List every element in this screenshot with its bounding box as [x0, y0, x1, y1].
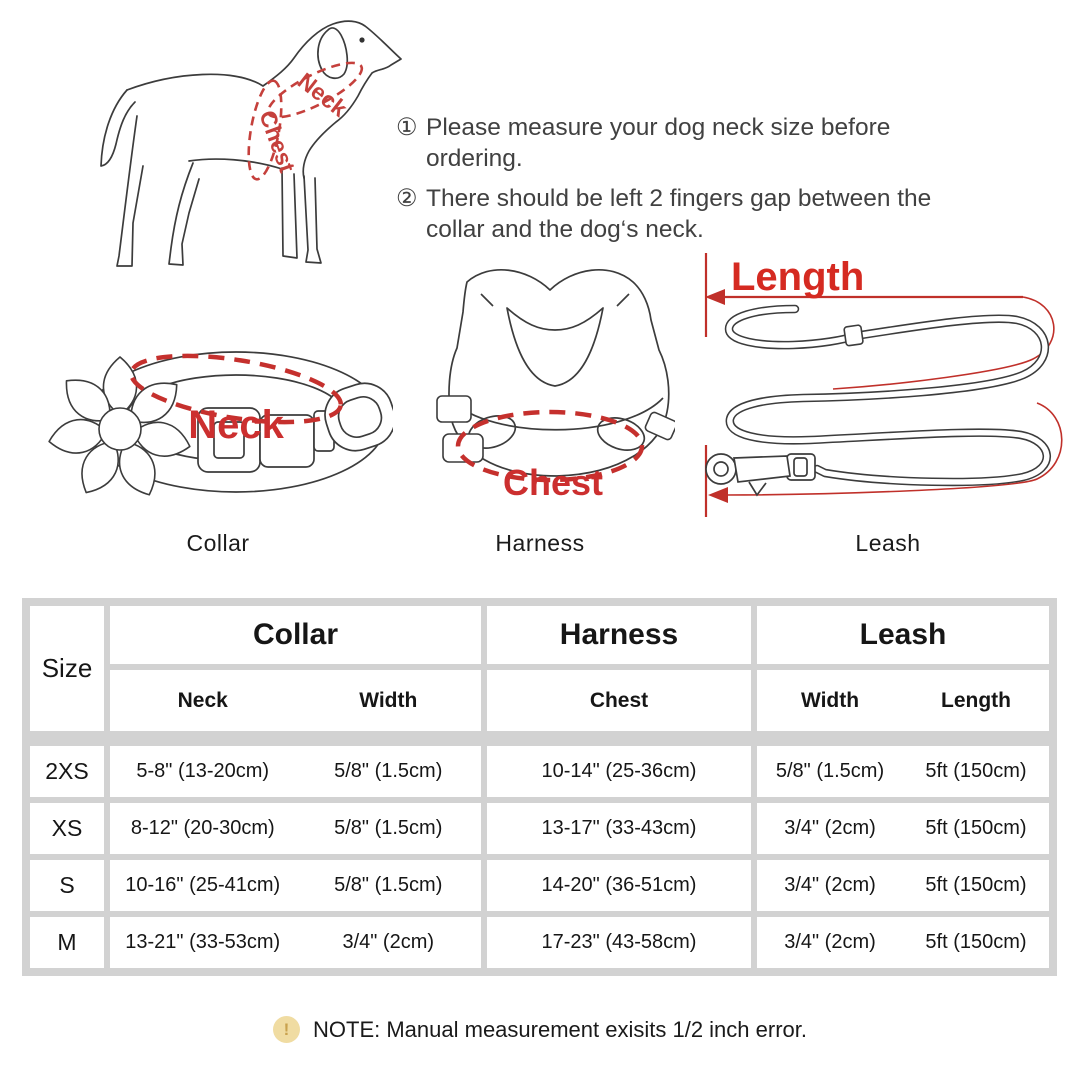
subheader-width: Width — [359, 688, 418, 712]
cell-leash-length: 5ft (150cm) — [925, 760, 1027, 782]
dog-measure-lines — [247, 61, 364, 181]
table-row-size: S — [30, 860, 104, 911]
leash-caption: Leash — [855, 530, 921, 556]
instruction-text: Please measure your dog neck size before… — [426, 114, 891, 172]
collar-drawing: Neck — [48, 351, 393, 496]
dog-chest-label: Chest — [254, 107, 300, 176]
cell-collar-width: 3/4" (2cm) — [342, 931, 435, 953]
table-subheader-leash: Width Length — [757, 670, 1049, 731]
cell-leash-width: 3/4" (2cm) — [784, 874, 876, 896]
collar-flower — [48, 356, 191, 496]
cell-leash-width: 3/4" (2cm) — [784, 931, 876, 953]
cell-leash-width: 5/8" (1.5cm) — [775, 760, 885, 782]
collar-neck-measure-line — [128, 353, 344, 425]
table-header-harness: Harness — [487, 606, 751, 664]
collar-caption: Collar — [186, 530, 250, 556]
measurement-instructions: ① Please measure your dog neck size befo… — [396, 112, 1046, 254]
arrow-left-bottom — [708, 487, 728, 503]
table-row-size: XS — [30, 803, 104, 854]
instruction-text: There should be left 2 fingers gap betwe… — [426, 185, 932, 243]
note-bar: ! NOTE: Manual measurement exisits 1/2 i… — [0, 1016, 1080, 1043]
flower-center — [98, 407, 142, 451]
cell-collar-neck: 5-8" (13-20cm) — [136, 760, 270, 782]
note-text: NOTE: Manual measurement exisits 1/2 inc… — [313, 1016, 807, 1042]
table-header-leash: Leash — [757, 606, 1049, 664]
table-row-leash: 3/4" (2cm) 5ft (150cm) — [757, 860, 1049, 911]
harness-buckles — [436, 395, 675, 463]
table-row-collar: 10-16" (25-41cm) 5/8" (1.5cm) — [110, 860, 481, 911]
cell-collar-width: 5/8" (1.5cm) — [334, 760, 443, 782]
table-row-harness: 17-23" (43-58cm) — [487, 917, 751, 968]
size-chart-table: Size Collar Harness Leash Neck Width Che… — [22, 598, 1057, 976]
leash-length-measure-line — [704, 253, 1063, 517]
cell-collar-neck: 13-21" (33-53cm) — [125, 931, 281, 953]
warning-icon: ! — [273, 1016, 301, 1043]
subheader-leash-length: Length — [941, 688, 1011, 712]
table-header-collar: Collar — [110, 606, 481, 664]
collar-neck-label: Neck — [188, 403, 284, 447]
table-row-collar: 5-8" (13-20cm) 5/8" (1.5cm) — [110, 746, 481, 797]
leash-length-label: Length — [731, 255, 864, 299]
table-subheader-collar: Neck Width — [110, 670, 481, 731]
collar-buckle — [197, 407, 335, 473]
cell-collar-neck: 8-12" (20-30cm) — [130, 817, 275, 839]
harness-chest-measure-line — [455, 409, 645, 483]
harness-drawing: Chest — [436, 268, 675, 503]
harness-caption: Harness — [495, 530, 585, 556]
leash-drawing: Length — [704, 253, 1063, 517]
table-row-collar: 8-12" (20-30cm) 5/8" (1.5cm) — [110, 803, 481, 854]
table-row-leash: 3/4" (2cm) 5ft (150cm) — [757, 803, 1049, 854]
flower-petals — [48, 356, 191, 496]
leash-handle-clasp — [843, 324, 864, 347]
instruction-item-2: ② There should be left 2 fingers gap bet… — [396, 183, 1046, 245]
table-row-collar: 13-21" (33-53cm) 3/4" (2cm) — [110, 917, 481, 968]
cell-leash-length: 5ft (150cm) — [925, 874, 1027, 896]
table-row-harness: 13-17" (33-43cm) — [487, 803, 751, 854]
table-row-leash: 3/4" (2cm) 5ft (150cm) — [757, 917, 1049, 968]
subheader-neck: Neck — [177, 688, 228, 712]
cell-leash-length: 5ft (150cm) — [925, 817, 1027, 839]
cell-collar-width: 5/8" (1.5cm) — [334, 874, 443, 896]
leash-strap — [724, 304, 1051, 487]
table-row-harness: 14-20" (36-51cm) — [487, 860, 751, 911]
harness-chest-label: Chest — [503, 462, 603, 503]
dog-eye — [359, 37, 365, 43]
circled-two-icon: ② — [396, 185, 418, 212]
cell-collar-width: 5/8" (1.5cm) — [334, 817, 443, 839]
table-row-size: M — [30, 917, 104, 968]
table-row-leash: 5/8" (1.5cm) 5ft (150cm) — [757, 746, 1049, 797]
dog-outline — [100, 20, 402, 267]
dog-measurement-diagram: Neck Chest — [100, 20, 402, 267]
arrow-left-top — [705, 289, 725, 305]
leash-snap-hook — [705, 453, 816, 497]
table-subheader-harness: Chest — [487, 670, 751, 731]
table-header-size: Size — [30, 606, 104, 731]
cell-leash-length: 5ft (150cm) — [925, 931, 1027, 953]
table-row-size: 2XS — [30, 746, 104, 797]
subheader-chest: Chest — [589, 688, 649, 712]
subheader-leash-width: Width — [800, 688, 860, 712]
table-row-harness: 10-14" (25-36cm) — [487, 746, 751, 797]
collar-dring — [324, 382, 393, 452]
cell-leash-width: 3/4" (2cm) — [784, 817, 876, 839]
circled-one-icon: ① — [396, 114, 418, 141]
cell-collar-neck: 10-16" (25-41cm) — [125, 874, 281, 896]
instruction-item-1: ① Please measure your dog neck size befo… — [396, 112, 1046, 174]
